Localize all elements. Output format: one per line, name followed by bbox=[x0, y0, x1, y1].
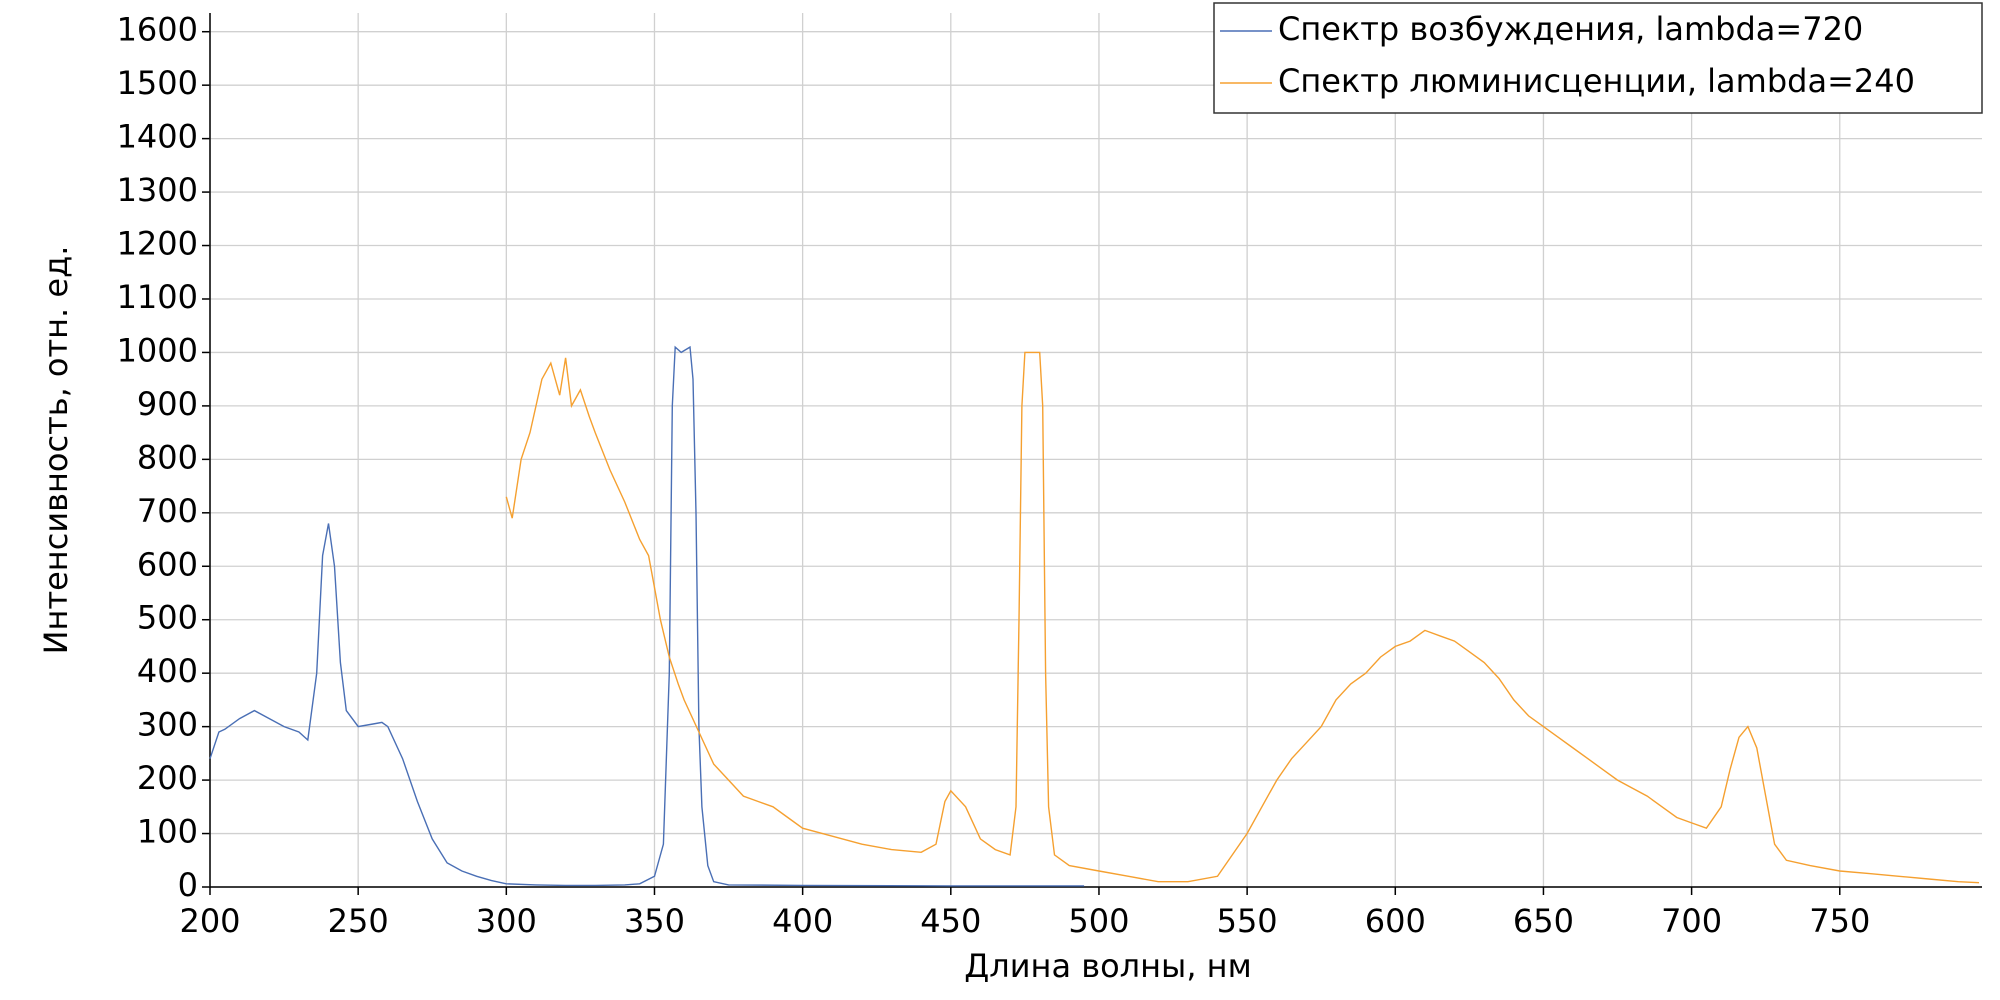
series-line bbox=[505, 351, 1980, 884]
x-tick-label: 700 bbox=[1661, 902, 1722, 940]
y-tick-label: 1200 bbox=[117, 225, 198, 263]
y-tick-label: 400 bbox=[137, 652, 198, 690]
y-tick-label: 1600 bbox=[117, 11, 198, 49]
y-tick-label: 1500 bbox=[117, 64, 198, 102]
x-tick-label: 350 bbox=[624, 902, 685, 940]
x-tick-label: 450 bbox=[920, 902, 981, 940]
legend-label: Спектр возбуждения, lambda=720 bbox=[1278, 10, 1863, 48]
y-tick-label: 1400 bbox=[117, 118, 198, 156]
x-tick-label: 650 bbox=[1513, 902, 1574, 940]
x-tick-label: 300 bbox=[476, 902, 537, 940]
y-tick-label: 600 bbox=[137, 545, 198, 583]
x-tick-label: 400 bbox=[772, 902, 833, 940]
legend-box bbox=[1213, 2, 1983, 114]
y-tick-label: 700 bbox=[137, 492, 198, 530]
series-line bbox=[209, 345, 1085, 887]
x-tick-label: 200 bbox=[179, 902, 240, 940]
x-tick-label: 500 bbox=[1068, 902, 1129, 940]
x-tick-label: 250 bbox=[328, 902, 389, 940]
x-axis-title: Длина волны, нм bbox=[964, 947, 1251, 985]
y-axis-title: Интенсивность, отн. ед. bbox=[37, 246, 75, 655]
x-tick-label: 750 bbox=[1809, 902, 1870, 940]
legend-label: Спектр люминисценции, lambda=240 bbox=[1278, 62, 1915, 100]
y-tick-label: 500 bbox=[137, 599, 198, 637]
y-tick-label: 1100 bbox=[117, 278, 198, 316]
x-tick-label: 550 bbox=[1217, 902, 1278, 940]
legend: Спектр возбуждения, lambda=720 Спектр люм… bbox=[1213, 2, 1983, 114]
y-tick-label: 1300 bbox=[117, 171, 198, 209]
y-tick-label: 200 bbox=[137, 759, 198, 797]
y-tick-label: 1000 bbox=[117, 331, 198, 369]
y-tick-label: 900 bbox=[137, 385, 198, 423]
y-tick-label: 300 bbox=[137, 706, 198, 744]
x-tick-label: 600 bbox=[1365, 902, 1426, 940]
y-tick-label: 100 bbox=[137, 813, 198, 851]
y-tick-label: 800 bbox=[137, 438, 198, 476]
y-tick-label: 0 bbox=[178, 866, 198, 904]
